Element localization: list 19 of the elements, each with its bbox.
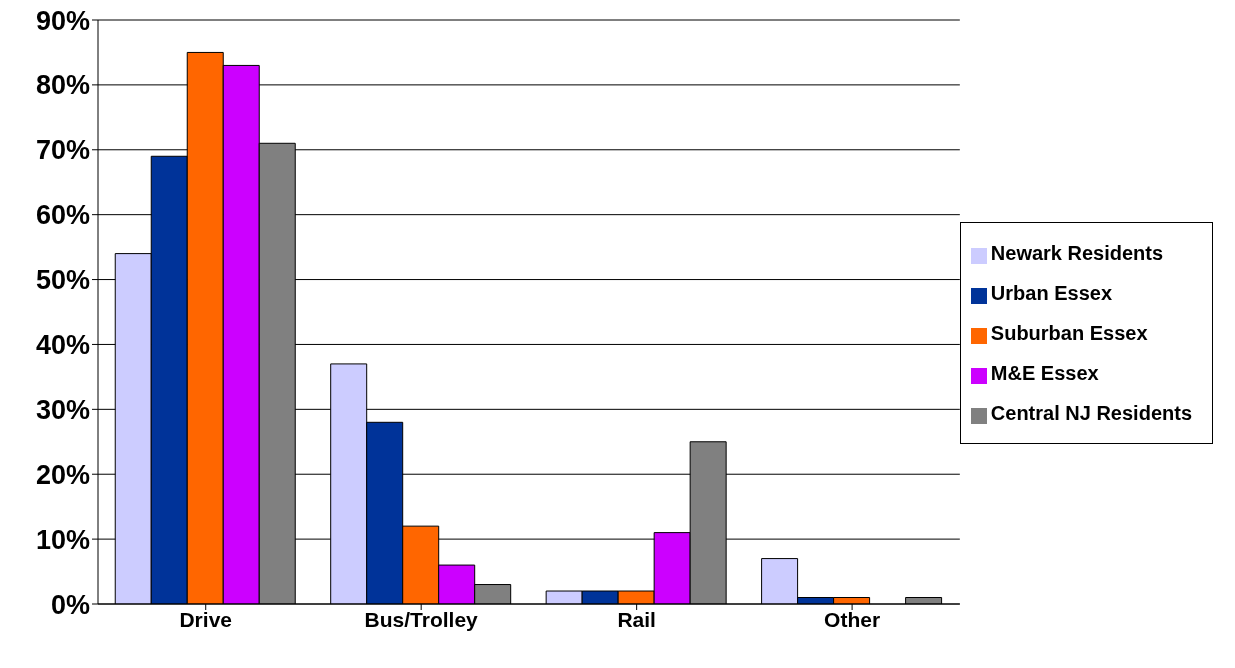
legend-label: Suburban Essex: [990, 322, 1148, 344]
legend-label: Urban Essex: [990, 282, 1112, 304]
y-tick-label: 0%: [50, 589, 90, 620]
y-tick-label: 30%: [35, 394, 90, 425]
x-tick-label: Drive: [179, 607, 232, 631]
y-tick-label: 50%: [35, 265, 90, 296]
y-tick-label: 10%: [35, 524, 90, 555]
y-tick-label: 40%: [35, 330, 90, 361]
y-tick-label: 80%: [35, 70, 90, 101]
x-tick-label: Rail: [617, 607, 656, 631]
y-tick-label: 20%: [35, 459, 90, 490]
x-tick-label: Other: [824, 607, 881, 631]
legend-label: Newark Residents: [990, 242, 1164, 264]
y-tick-label: 60%: [35, 200, 90, 231]
y-tick-label: 70%: [35, 135, 90, 166]
x-tick-label: Bus/Trolley: [364, 607, 479, 631]
y-tick-label: 90%: [35, 5, 90, 36]
legend-label: M&E Essex: [990, 362, 1099, 384]
legend-label: Central NJ Residents: [990, 402, 1192, 424]
